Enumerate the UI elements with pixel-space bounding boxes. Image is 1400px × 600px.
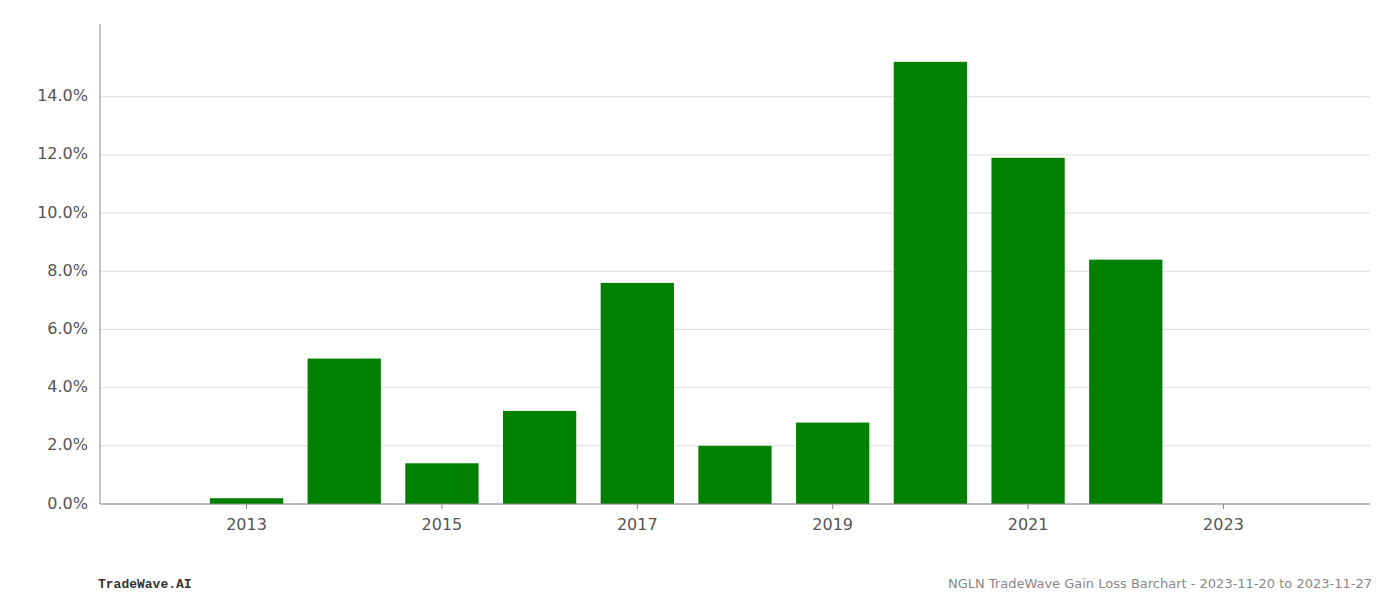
x-tick-label: 2023 <box>1203 515 1244 534</box>
bar <box>503 411 576 504</box>
page: {"chart_data": {"type": "bar", "x": [201… <box>0 0 1400 600</box>
x-tick-label: 2013 <box>226 515 267 534</box>
x-tick-label: 2015 <box>422 515 463 534</box>
y-tick-label: 4.0% <box>47 377 88 396</box>
grid-line <box>100 329 1370 330</box>
y-tick-label: 6.0% <box>47 319 88 338</box>
chart: 0.0%2.0%4.0%6.0%8.0%10.0%12.0%14.0%20132… <box>0 0 1400 600</box>
y-tick-label: 12.0% <box>37 144 88 163</box>
y-tick-label: 2.0% <box>47 435 88 454</box>
x-axis-line <box>100 504 1370 505</box>
axes <box>100 24 1370 504</box>
bar <box>1089 260 1162 504</box>
y-tick-label: 0.0% <box>47 494 88 513</box>
x-tick <box>246 504 247 509</box>
bar <box>210 498 283 504</box>
bar <box>601 283 674 504</box>
footer-left: TradeWave.AI <box>98 577 192 592</box>
x-tick-label: 2017 <box>617 515 658 534</box>
x-tick <box>441 504 442 509</box>
y-axis-ticks: 0.0% 2.0% 4.0% 6.0% 8.0% 10.0% 12.0% 14.0% <box>37 86 88 512</box>
grid <box>100 97 1370 504</box>
grid-line <box>100 387 1370 388</box>
y-axis-line <box>100 24 101 504</box>
x-tick-label: 2021 <box>1008 515 1049 534</box>
bar <box>796 423 869 504</box>
x-tick <box>1028 504 1029 509</box>
x-axis-ticks: 2013 2015 2017 2019 2021 2023 <box>226 504 1244 534</box>
bars <box>210 62 1163 504</box>
grid-line <box>100 154 1370 155</box>
y-tick-label: 14.0% <box>37 86 88 105</box>
bar <box>308 359 381 504</box>
y-tick-label: 8.0% <box>47 261 88 280</box>
bar <box>894 62 967 504</box>
y-tick-label: 10.0% <box>37 203 88 222</box>
bar <box>991 158 1064 504</box>
x-tick <box>1223 504 1224 509</box>
grid-line <box>100 96 1370 97</box>
bar <box>405 463 478 504</box>
footer-right: NGLN TradeWave Gain Loss Barchart - 2023… <box>948 576 1372 591</box>
grid-line <box>100 271 1370 272</box>
x-tick <box>637 504 638 509</box>
grid-line <box>100 213 1370 214</box>
bar <box>698 446 771 504</box>
x-tick-label: 2019 <box>812 515 853 534</box>
footer: TradeWave.AI NGLN TradeWave Gain Loss Bar… <box>98 576 1372 592</box>
x-tick <box>832 504 833 509</box>
grid-line <box>100 504 1370 505</box>
